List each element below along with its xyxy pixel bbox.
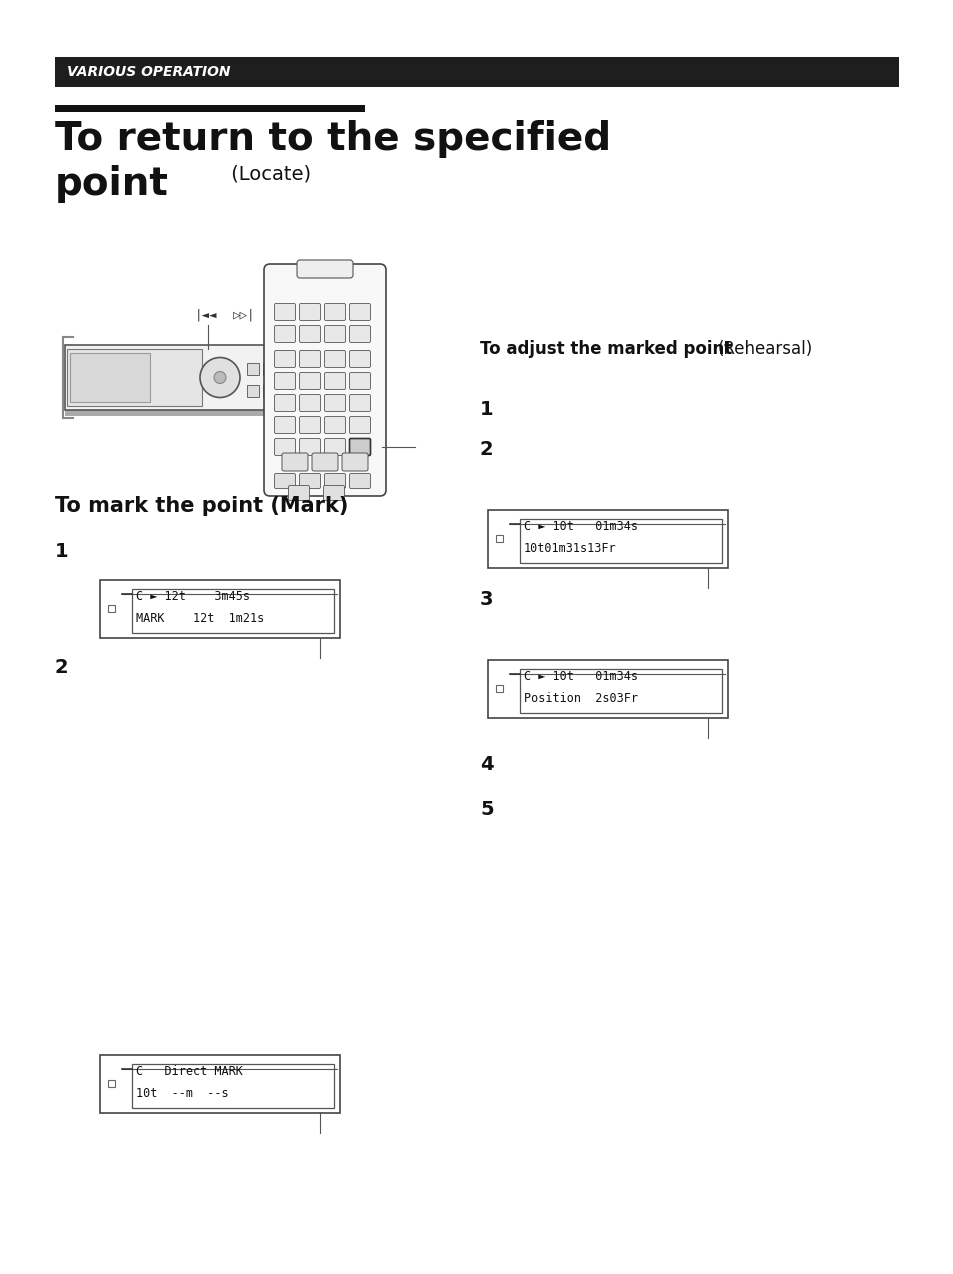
FancyBboxPatch shape bbox=[274, 395, 295, 412]
FancyBboxPatch shape bbox=[341, 454, 368, 471]
Circle shape bbox=[200, 358, 240, 397]
Bar bbox=[263, 385, 274, 397]
Text: (Locate): (Locate) bbox=[225, 166, 311, 183]
FancyBboxPatch shape bbox=[299, 372, 320, 390]
Bar bbox=[302, 352, 315, 364]
Text: To mark the point (Mark): To mark the point (Mark) bbox=[55, 496, 348, 516]
Text: 5: 5 bbox=[479, 800, 493, 819]
FancyBboxPatch shape bbox=[274, 417, 295, 433]
FancyBboxPatch shape bbox=[349, 350, 370, 367]
Bar bbox=[496, 685, 502, 692]
FancyBboxPatch shape bbox=[299, 395, 320, 412]
FancyBboxPatch shape bbox=[349, 474, 370, 488]
FancyBboxPatch shape bbox=[349, 438, 370, 456]
Bar bbox=[108, 1080, 115, 1087]
FancyBboxPatch shape bbox=[324, 303, 345, 321]
Text: 1: 1 bbox=[479, 400, 493, 419]
FancyBboxPatch shape bbox=[349, 303, 370, 321]
FancyBboxPatch shape bbox=[324, 474, 345, 488]
FancyBboxPatch shape bbox=[324, 438, 345, 456]
Text: 2: 2 bbox=[479, 440, 493, 459]
FancyBboxPatch shape bbox=[349, 417, 370, 433]
Bar bbox=[100, 1055, 339, 1113]
FancyBboxPatch shape bbox=[349, 395, 370, 412]
FancyBboxPatch shape bbox=[312, 454, 337, 471]
Text: To adjust the marked point: To adjust the marked point bbox=[479, 340, 738, 358]
Bar bbox=[70, 353, 150, 403]
Text: point: point bbox=[55, 166, 169, 203]
Text: C ► 10t   01m34s: C ► 10t 01m34s bbox=[523, 520, 638, 533]
FancyBboxPatch shape bbox=[299, 325, 320, 343]
FancyBboxPatch shape bbox=[296, 260, 353, 278]
Text: 2: 2 bbox=[55, 657, 69, 676]
Bar bbox=[65, 345, 319, 410]
Bar bbox=[278, 385, 291, 397]
FancyBboxPatch shape bbox=[274, 372, 295, 390]
FancyBboxPatch shape bbox=[299, 303, 320, 321]
FancyBboxPatch shape bbox=[324, 417, 345, 433]
FancyBboxPatch shape bbox=[324, 395, 345, 412]
Bar bbox=[55, 104, 365, 112]
Text: To return to the specified: To return to the specified bbox=[55, 120, 611, 158]
Bar bbox=[247, 363, 258, 375]
Text: ▷▷|: ▷▷| bbox=[233, 308, 255, 321]
Text: VARIOUS OPERATION: VARIOUS OPERATION bbox=[67, 65, 231, 79]
Text: C   Direct MARK: C Direct MARK bbox=[136, 1065, 243, 1078]
FancyBboxPatch shape bbox=[349, 325, 370, 343]
FancyBboxPatch shape bbox=[299, 417, 320, 433]
Bar bbox=[55, 57, 898, 87]
Text: 4: 4 bbox=[479, 755, 493, 775]
FancyBboxPatch shape bbox=[324, 325, 345, 343]
Text: 3: 3 bbox=[479, 590, 493, 609]
Bar bbox=[65, 345, 319, 417]
Text: (Rehearsal): (Rehearsal) bbox=[718, 340, 812, 358]
Bar bbox=[519, 669, 721, 713]
Text: 10t  --m  --s: 10t --m --s bbox=[136, 1087, 229, 1099]
FancyBboxPatch shape bbox=[274, 350, 295, 367]
Text: C ► 10t   01m34s: C ► 10t 01m34s bbox=[523, 670, 638, 683]
FancyBboxPatch shape bbox=[274, 325, 295, 343]
FancyBboxPatch shape bbox=[349, 372, 370, 390]
FancyBboxPatch shape bbox=[324, 350, 345, 367]
Text: MARK    12t  1m21s: MARK 12t 1m21s bbox=[136, 612, 264, 626]
Bar bbox=[108, 605, 115, 612]
FancyBboxPatch shape bbox=[324, 372, 345, 390]
FancyBboxPatch shape bbox=[274, 438, 295, 456]
Text: Position  2s03Fr: Position 2s03Fr bbox=[523, 692, 638, 705]
Bar bbox=[132, 1064, 334, 1108]
Circle shape bbox=[213, 372, 226, 383]
FancyBboxPatch shape bbox=[264, 264, 386, 496]
Bar bbox=[278, 363, 291, 375]
Bar bbox=[263, 363, 274, 375]
Text: C ► 12t    3m45s: C ► 12t 3m45s bbox=[136, 590, 250, 603]
FancyBboxPatch shape bbox=[299, 438, 320, 456]
FancyBboxPatch shape bbox=[282, 454, 308, 471]
Bar bbox=[488, 510, 727, 568]
Text: 1: 1 bbox=[55, 541, 69, 561]
Bar bbox=[247, 385, 258, 397]
FancyBboxPatch shape bbox=[323, 485, 344, 501]
Text: 10t01m31s13Fr: 10t01m31s13Fr bbox=[523, 541, 616, 555]
FancyBboxPatch shape bbox=[349, 438, 370, 456]
FancyBboxPatch shape bbox=[274, 303, 295, 321]
Bar bbox=[496, 535, 502, 541]
FancyBboxPatch shape bbox=[288, 485, 309, 501]
FancyBboxPatch shape bbox=[274, 474, 295, 488]
Bar bbox=[488, 660, 727, 719]
Text: |◄◄: |◄◄ bbox=[194, 308, 217, 321]
FancyBboxPatch shape bbox=[299, 474, 320, 488]
Bar bbox=[132, 589, 334, 633]
Bar bbox=[100, 580, 339, 638]
Bar bbox=[302, 377, 315, 391]
Bar bbox=[519, 519, 721, 563]
Bar bbox=[67, 349, 202, 406]
FancyBboxPatch shape bbox=[299, 350, 320, 367]
